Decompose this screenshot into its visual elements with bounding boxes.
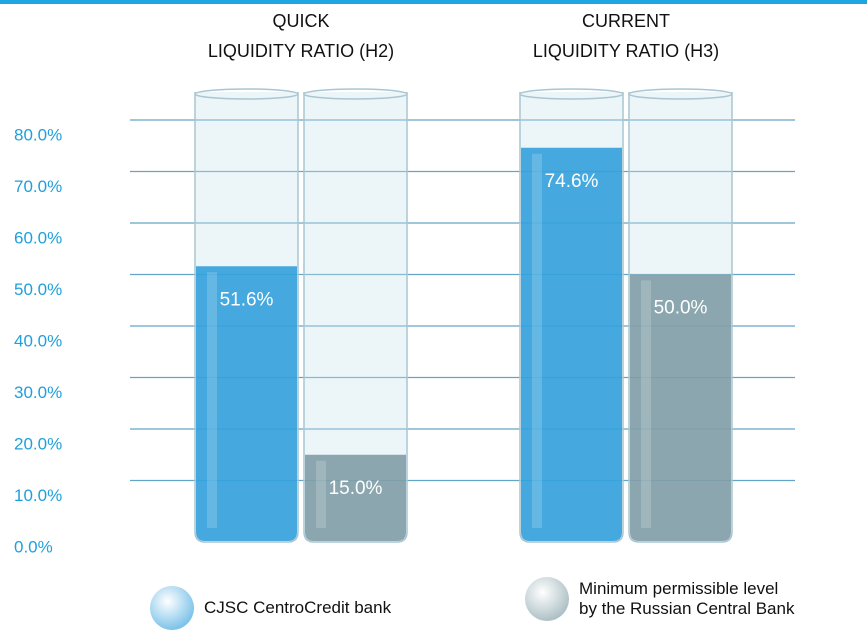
y-tick-label: 10.0% bbox=[14, 486, 62, 505]
chart: 0.0% 10.0% 20.0% 30.0% 40.0% 50.0% 60.0% 70.0% 8… bbox=[0, 0, 867, 634]
category-label: QUICK bbox=[272, 11, 329, 31]
value-label: 15.0% bbox=[329, 478, 383, 499]
legend-item: Minimum permissible level by the Russian… bbox=[525, 577, 839, 621]
legend-swatch bbox=[525, 577, 569, 621]
liquid-shine bbox=[207, 272, 217, 528]
y-tick-label: 40.0% bbox=[14, 331, 62, 350]
y-tick-label: 20.0% bbox=[14, 434, 62, 453]
value-label: 50.0% bbox=[654, 298, 708, 319]
value-label: 51.6% bbox=[220, 289, 274, 310]
y-tick-label: 0.0% bbox=[14, 537, 53, 556]
legend-swatch bbox=[150, 586, 194, 630]
value-label: 74.6% bbox=[545, 171, 599, 192]
liquid-shine bbox=[316, 461, 326, 528]
legend-label: CJSC CentroCredit bank bbox=[204, 598, 391, 618]
liquid-shine bbox=[641, 281, 651, 529]
legend-item: CJSC CentroCredit bank bbox=[150, 586, 391, 630]
top-border bbox=[0, 0, 867, 4]
y-tick-label: 70.0% bbox=[14, 177, 62, 196]
y-tick-label: 30.0% bbox=[14, 383, 62, 402]
legend-label: Minimum permissible level by the Russian… bbox=[579, 579, 839, 619]
category-label: CURRENT bbox=[582, 11, 670, 31]
category-label: LIQUIDITY RATIO (H3) bbox=[533, 41, 719, 61]
y-tick-label: 50.0% bbox=[14, 280, 62, 299]
category-label: LIQUIDITY RATIO (H2) bbox=[208, 41, 394, 61]
liquid-shine bbox=[532, 154, 542, 528]
y-tick-label: 60.0% bbox=[14, 228, 62, 247]
page: 0.0% 10.0% 20.0% 30.0% 40.0% 50.0% 60.0% 70.0% 8… bbox=[0, 0, 867, 634]
y-tick-label: 80.0% bbox=[14, 125, 62, 144]
